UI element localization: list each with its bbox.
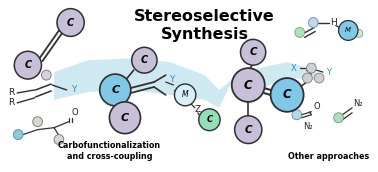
- Text: C: C: [121, 113, 129, 123]
- Text: N₂: N₂: [303, 122, 312, 131]
- Text: C: C: [244, 78, 253, 92]
- Circle shape: [110, 102, 141, 134]
- Circle shape: [13, 130, 23, 139]
- Text: Z: Z: [195, 105, 201, 114]
- Circle shape: [235, 116, 262, 143]
- Text: C: C: [206, 115, 212, 124]
- Text: Other approaches: Other approaches: [288, 152, 369, 161]
- Text: O: O: [71, 108, 78, 117]
- Text: C: C: [111, 85, 119, 95]
- Circle shape: [199, 109, 220, 131]
- Text: N₂: N₂: [353, 99, 363, 108]
- Polygon shape: [239, 60, 316, 102]
- Text: R: R: [8, 98, 15, 107]
- Circle shape: [33, 117, 42, 127]
- Polygon shape: [54, 58, 234, 108]
- Circle shape: [54, 135, 64, 144]
- Circle shape: [303, 73, 312, 83]
- Text: X: X: [291, 64, 297, 73]
- Text: Y: Y: [326, 68, 332, 77]
- Text: C: C: [283, 88, 291, 101]
- Circle shape: [334, 113, 343, 123]
- Circle shape: [271, 78, 304, 112]
- Circle shape: [175, 84, 196, 106]
- Circle shape: [14, 51, 42, 79]
- Text: M: M: [345, 28, 351, 33]
- Text: H: H: [330, 18, 337, 27]
- Text: Y: Y: [169, 74, 174, 84]
- Circle shape: [295, 28, 305, 37]
- Text: R: R: [8, 88, 15, 98]
- Circle shape: [100, 74, 131, 106]
- Circle shape: [308, 18, 318, 28]
- Circle shape: [232, 68, 265, 102]
- Circle shape: [314, 73, 324, 83]
- Text: C: C: [245, 125, 252, 135]
- Text: M: M: [182, 90, 189, 99]
- Text: Carbofunctionalization
and cross-coupling: Carbofunctionalization and cross-couplin…: [58, 141, 161, 161]
- Circle shape: [292, 110, 302, 120]
- Circle shape: [132, 47, 157, 73]
- Circle shape: [240, 39, 266, 65]
- Text: Y: Y: [71, 85, 76, 94]
- Text: C: C: [24, 60, 31, 70]
- Circle shape: [42, 70, 51, 80]
- Text: C: C: [249, 47, 257, 57]
- Text: Stereoselective
Synthesis: Stereoselective Synthesis: [134, 9, 275, 42]
- Text: O: O: [314, 102, 321, 111]
- Circle shape: [355, 29, 363, 37]
- Text: C: C: [141, 55, 148, 65]
- Circle shape: [57, 9, 84, 36]
- Circle shape: [307, 63, 316, 73]
- Circle shape: [339, 20, 358, 40]
- Text: C: C: [67, 18, 74, 28]
